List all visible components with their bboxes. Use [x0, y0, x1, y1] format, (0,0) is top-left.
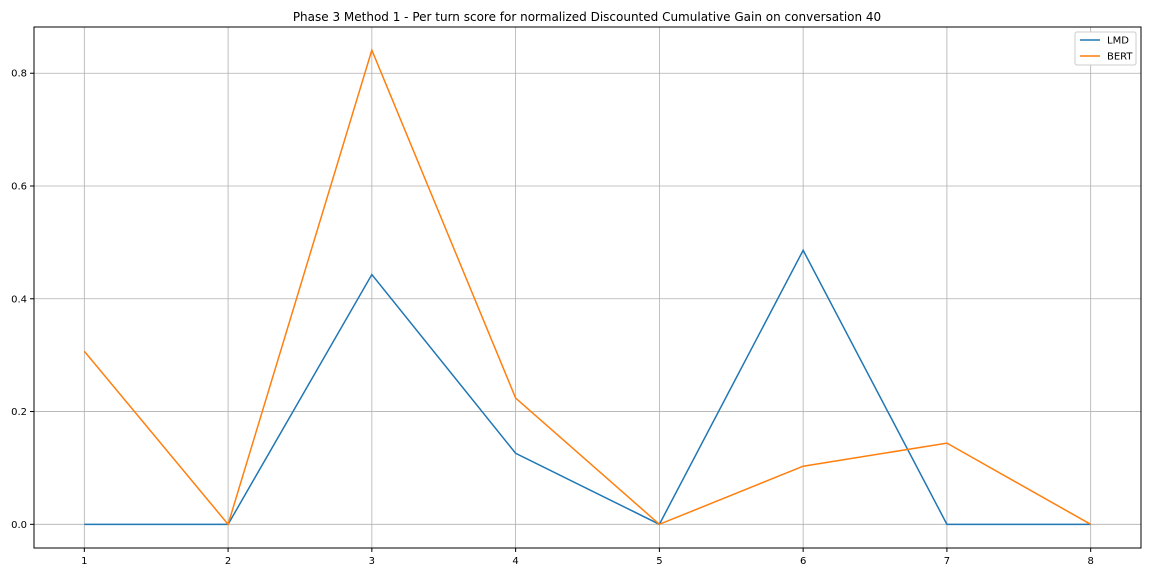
x-tick-label: 2: [225, 556, 231, 567]
series-line-lmd: [84, 248, 1091, 526]
x-tick-label: 8: [1087, 556, 1093, 567]
x-tick-label: 7: [944, 556, 950, 567]
plot-frame: [33, 26, 1142, 549]
x-tick-label: 3: [369, 556, 375, 567]
y-tick-label: 0.6: [11, 182, 27, 193]
legend: LMD BERT: [1074, 31, 1137, 66]
legend-label: LMD: [1107, 36, 1129, 47]
x-tick-label: 4: [512, 556, 518, 567]
axis-ticks: 1 2 3 4 5 6 7 8 0.0 0.2 0.4 0.6 0.8: [11, 69, 1094, 567]
legend-label: BERT: [1107, 52, 1133, 63]
chart-title: Phase 3 Method 1 - Per turn score for no…: [293, 10, 881, 24]
x-tick-label: 5: [656, 556, 662, 567]
y-tick-label: 0.8: [11, 69, 27, 80]
y-tick-label: 0.0: [11, 520, 27, 531]
x-tick-label: 6: [800, 556, 806, 567]
series-lines: [83, 47, 1092, 526]
y-tick-label: 0.4: [11, 294, 27, 305]
grid: [34, 27, 1141, 548]
series-line-bert: [83, 47, 1092, 526]
y-tick-label: 0.2: [11, 407, 27, 418]
x-tick-label: 1: [81, 556, 87, 567]
